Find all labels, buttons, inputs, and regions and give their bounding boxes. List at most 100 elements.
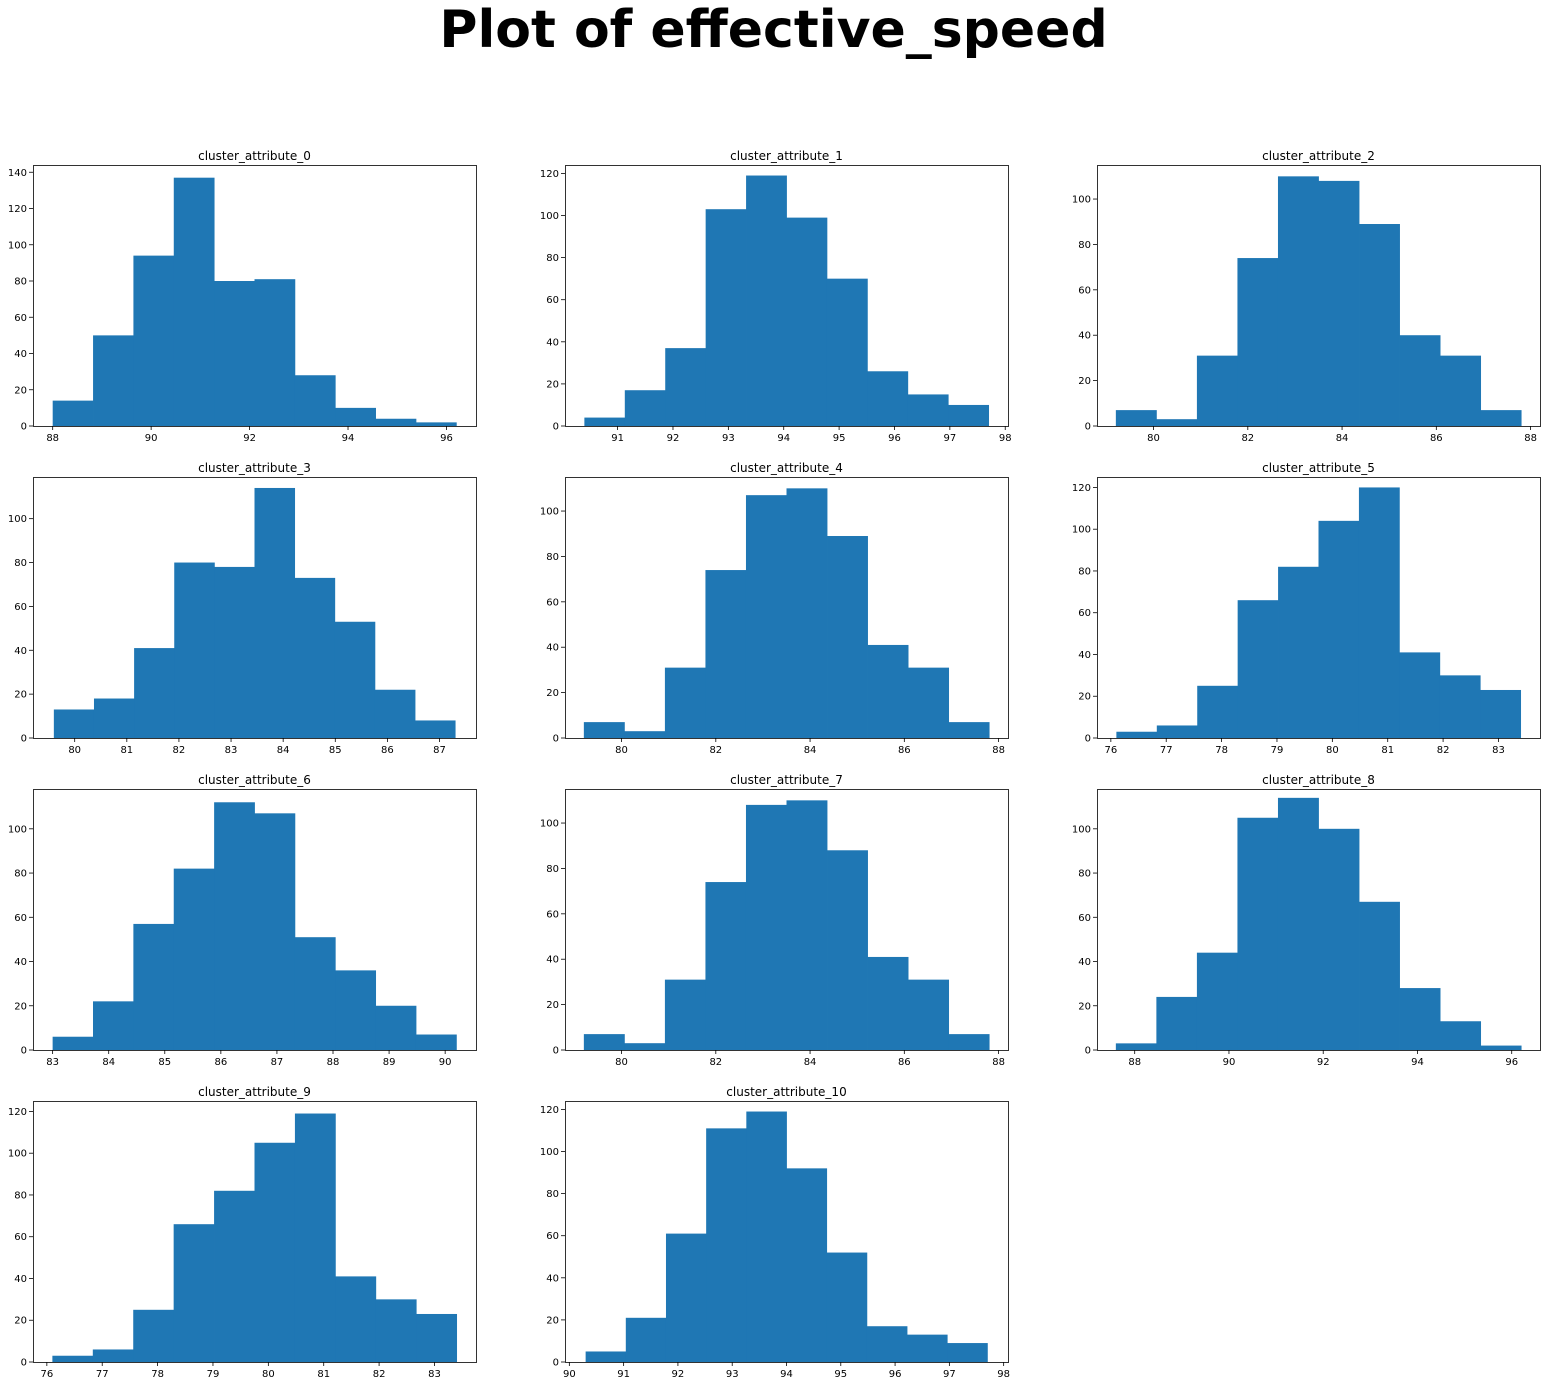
y-tick-label: 100: [8, 514, 27, 525]
x-tick-label: 81: [317, 1369, 330, 1380]
x-tick-label: 86: [214, 1057, 227, 1068]
y-tick-label: 20: [1078, 1001, 1091, 1012]
x-tick-label: 92: [1317, 1057, 1330, 1068]
histogram-bar: [415, 1034, 457, 1050]
axes-frame: [1097, 165, 1541, 427]
subplot-title: cluster_attribute_4: [730, 461, 843, 475]
x-tick-label: 88: [327, 1057, 340, 1068]
x-tick-label: 78: [151, 1369, 164, 1380]
histogram-bar: [254, 487, 296, 738]
x-tick-label: 94: [1411, 1057, 1424, 1068]
y-tick-label: 0: [21, 734, 27, 745]
y-tick-label: 40: [546, 955, 559, 966]
histogram-bar: [1359, 224, 1400, 426]
axes-frame: [33, 477, 477, 739]
histogram-bar: [52, 1036, 94, 1050]
x-tick-label: 80: [615, 745, 628, 756]
axes-frame: [565, 165, 1009, 427]
x-tick-label: 86: [381, 745, 394, 756]
subplot-title: cluster_attribute_1: [730, 149, 843, 163]
y-tick-label: 120: [540, 1105, 559, 1116]
x-tick-label: 80: [262, 1369, 275, 1380]
y-tick-label: 80: [546, 552, 559, 563]
y-tick-label: 80: [1078, 566, 1091, 577]
y-tick-label: 100: [8, 240, 27, 251]
x-tick-label: 80: [68, 745, 81, 756]
y-tick-label: 20: [546, 1000, 559, 1011]
y-tick-label: 80: [14, 1190, 27, 1201]
x-tick-label: 97: [943, 433, 956, 444]
x-tick-label: 93: [722, 433, 735, 444]
axes-frame: [565, 1101, 1009, 1363]
y-tick-label: 60: [14, 313, 27, 324]
x-tick-label: 88: [1524, 433, 1537, 444]
histogram-bar: [1318, 828, 1360, 1050]
histogram-bar: [786, 1168, 828, 1362]
y-tick-label: 60: [14, 913, 27, 924]
y-tick-label: 80: [1078, 869, 1091, 880]
histogram-bar: [173, 1224, 215, 1362]
x-tick-label: 82: [373, 1369, 386, 1380]
y-tick-label: 80: [14, 277, 27, 288]
histogram-bar: [705, 882, 747, 1050]
x-tick-label: 81: [120, 745, 133, 756]
histogram-bar: [948, 1034, 990, 1050]
y-tick-label: 100: [1072, 525, 1091, 536]
histogram-bar: [335, 1276, 377, 1362]
y-tick-label: 100: [1072, 195, 1091, 206]
histogram-bar: [624, 731, 666, 738]
subplot-title: cluster_attribute_2: [1262, 149, 1375, 163]
x-tick-label: 85: [329, 745, 342, 756]
x-tick-label: 82: [1437, 745, 1450, 756]
y-tick-label: 0: [553, 422, 559, 433]
histogram-bar: [294, 937, 336, 1050]
axes-frame: [565, 477, 1009, 739]
histogram-bar: [415, 720, 456, 738]
y-tick-label: 80: [1078, 240, 1091, 251]
histogram-bar: [254, 279, 296, 426]
x-tick-label: 88: [992, 1057, 1005, 1068]
x-tick-label: 95: [833, 433, 846, 444]
x-tick-label: 94: [780, 1369, 793, 1380]
y-tick-label: 0: [21, 1358, 27, 1369]
x-tick-label: 88: [992, 745, 1005, 756]
x-tick-label: 78: [1215, 745, 1228, 756]
histogram-bar: [583, 722, 625, 738]
subplot-title: cluster_attribute_7: [730, 773, 843, 787]
histogram-bar: [1399, 652, 1441, 738]
histogram-bar: [1156, 419, 1198, 426]
x-tick-label: 92: [243, 433, 256, 444]
x-tick-label: 77: [96, 1369, 109, 1380]
y-tick-label: 140: [8, 168, 27, 179]
histogram-bar: [92, 1349, 134, 1362]
histogram-bar: [1237, 258, 1279, 426]
y-tick-label: 80: [14, 869, 27, 880]
subplot-title: cluster_attribute_6: [198, 773, 311, 787]
x-tick-label: 90: [1223, 1057, 1236, 1068]
histogram-bar: [52, 1355, 94, 1362]
histogram-bar: [786, 217, 828, 426]
histogram-bar: [866, 1326, 908, 1362]
y-tick-label: 20: [546, 688, 559, 699]
x-tick-label: 98: [997, 1369, 1010, 1380]
y-tick-label: 60: [1078, 608, 1091, 619]
histogram-bar: [867, 956, 909, 1050]
x-tick-label: 82: [1241, 433, 1254, 444]
histogram-bar: [1480, 410, 1522, 426]
x-tick-label: 94: [777, 433, 790, 444]
histogram-bar: [1197, 685, 1239, 738]
x-tick-label: 98: [999, 433, 1012, 444]
x-tick-label: 84: [277, 745, 290, 756]
histogram-bar: [1439, 675, 1481, 738]
histogram-bar: [1440, 355, 1482, 426]
x-tick-label: 92: [667, 433, 680, 444]
histogram-bar: [706, 1128, 747, 1362]
histogram-panel-4: cluster_attribute_4 80 82 84 86 88 0 20 40 60 80 10…: [540, 461, 1009, 756]
y-tick-label: 100: [540, 1147, 559, 1158]
x-tick-label: 94: [342, 433, 355, 444]
y-tick-label: 40: [1078, 650, 1091, 661]
histogram-bar: [948, 722, 990, 738]
histogram-bar: [335, 407, 376, 426]
x-tick-label: 96: [440, 433, 453, 444]
